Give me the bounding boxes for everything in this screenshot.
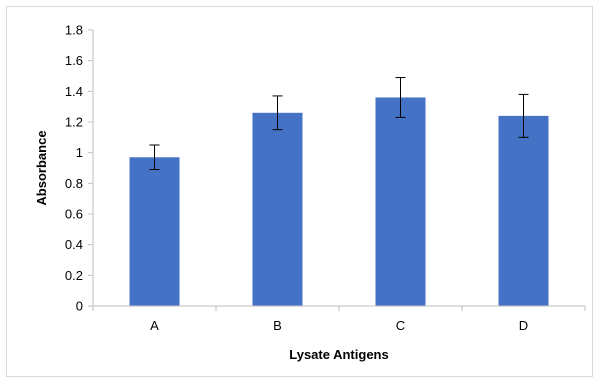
bar-d — [498, 115, 549, 306]
y-tick-label: 1.6 — [65, 53, 83, 68]
y-tick-label: 0.4 — [65, 237, 83, 252]
y-tick-label: 0 — [76, 299, 83, 314]
x-tick-label: B — [273, 318, 282, 333]
bar-b — [252, 112, 303, 306]
y-tick-label: 1 — [76, 145, 83, 160]
y-axis-ticks: 0 0.2 0.4 0.6 0.8 1 1.2 1.4 1.6 1.8 — [65, 23, 93, 314]
x-axis-title: Lysate Antigens — [289, 347, 388, 362]
error-bar-b — [272, 95, 283, 131]
error-bar-a — [149, 144, 160, 171]
error-bar-c — [395, 77, 406, 118]
y-tick-label: 1.8 — [65, 23, 83, 38]
x-tick-label: D — [519, 318, 528, 333]
bars — [129, 97, 549, 306]
x-tick-label: C — [396, 318, 405, 333]
y-tick-label: 1.4 — [65, 84, 83, 99]
error-bars — [149, 77, 529, 171]
x-tick-label: A — [150, 318, 159, 333]
y-tick-label: 0.2 — [65, 268, 83, 283]
y-tick-label: 0.6 — [65, 207, 83, 222]
bar-c — [375, 97, 426, 306]
y-tick-label: 1.2 — [65, 115, 83, 130]
x-axis-ticks: A B C D — [92, 306, 586, 333]
bar-a — [129, 157, 180, 306]
y-axis-title: Absorbance — [34, 130, 49, 205]
y-tick-label: 0.8 — [65, 176, 83, 191]
error-bar-d — [518, 93, 529, 138]
